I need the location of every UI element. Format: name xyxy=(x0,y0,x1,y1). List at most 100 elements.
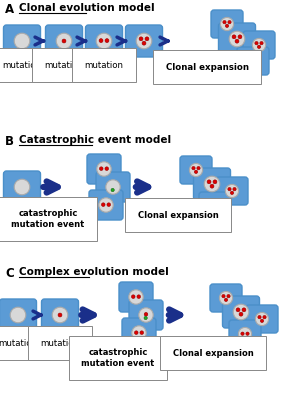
Text: mutation: mutation xyxy=(40,338,80,348)
Circle shape xyxy=(107,203,111,206)
Circle shape xyxy=(96,33,112,49)
Circle shape xyxy=(204,176,220,192)
Circle shape xyxy=(140,331,143,334)
Text: A: A xyxy=(5,3,14,16)
FancyBboxPatch shape xyxy=(0,299,36,331)
Circle shape xyxy=(238,327,252,341)
Circle shape xyxy=(220,17,233,31)
Circle shape xyxy=(258,316,261,319)
Circle shape xyxy=(255,312,269,326)
Circle shape xyxy=(194,170,198,174)
Circle shape xyxy=(233,188,236,191)
Circle shape xyxy=(58,313,62,317)
Circle shape xyxy=(106,180,120,194)
FancyBboxPatch shape xyxy=(87,154,121,184)
Circle shape xyxy=(105,39,109,42)
Circle shape xyxy=(260,319,264,322)
FancyBboxPatch shape xyxy=(211,10,243,38)
FancyBboxPatch shape xyxy=(122,318,156,348)
Circle shape xyxy=(144,312,148,316)
FancyBboxPatch shape xyxy=(42,299,78,331)
FancyBboxPatch shape xyxy=(216,177,248,205)
Circle shape xyxy=(97,162,111,176)
Circle shape xyxy=(239,312,243,316)
Circle shape xyxy=(216,204,219,207)
Circle shape xyxy=(228,188,231,191)
Circle shape xyxy=(134,331,138,334)
Circle shape xyxy=(260,42,263,45)
Circle shape xyxy=(228,20,231,24)
Text: Clonal expansion: Clonal expansion xyxy=(138,210,218,220)
Circle shape xyxy=(99,198,113,212)
Text: catastrophic
mutation event: catastrophic mutation event xyxy=(11,209,85,229)
FancyBboxPatch shape xyxy=(237,47,269,75)
Circle shape xyxy=(145,37,149,41)
Text: Complex evolution model: Complex evolution model xyxy=(19,267,169,277)
Circle shape xyxy=(219,291,233,305)
FancyBboxPatch shape xyxy=(180,156,212,184)
Circle shape xyxy=(144,316,147,320)
Circle shape xyxy=(255,42,258,45)
Circle shape xyxy=(129,290,143,304)
Text: Clonal expansion: Clonal expansion xyxy=(165,62,248,72)
FancyBboxPatch shape xyxy=(246,305,278,333)
Circle shape xyxy=(139,37,143,41)
Circle shape xyxy=(249,58,252,61)
FancyBboxPatch shape xyxy=(199,192,231,220)
Text: mutation: mutation xyxy=(85,60,123,70)
Circle shape xyxy=(132,326,146,340)
Circle shape xyxy=(233,304,249,320)
Circle shape xyxy=(227,294,230,298)
FancyBboxPatch shape xyxy=(85,25,123,57)
Text: Clonal evolution model: Clonal evolution model xyxy=(19,3,155,13)
Circle shape xyxy=(62,39,66,43)
Text: Clonal expansion: Clonal expansion xyxy=(173,348,253,358)
Circle shape xyxy=(225,24,229,28)
Circle shape xyxy=(254,58,257,61)
FancyBboxPatch shape xyxy=(229,320,261,348)
FancyBboxPatch shape xyxy=(4,25,40,57)
Circle shape xyxy=(189,163,202,177)
Circle shape xyxy=(209,199,222,213)
Circle shape xyxy=(197,166,200,170)
Circle shape xyxy=(14,179,30,195)
Circle shape xyxy=(242,308,246,312)
Circle shape xyxy=(211,204,214,207)
Text: C: C xyxy=(5,267,14,280)
FancyBboxPatch shape xyxy=(119,282,153,312)
FancyBboxPatch shape xyxy=(46,25,82,57)
Text: Catastrophic event model: Catastrophic event model xyxy=(19,135,171,145)
Circle shape xyxy=(99,167,103,170)
Circle shape xyxy=(131,295,135,298)
Circle shape xyxy=(207,180,211,184)
FancyBboxPatch shape xyxy=(4,171,40,203)
Circle shape xyxy=(52,307,68,323)
Circle shape xyxy=(99,39,103,42)
FancyBboxPatch shape xyxy=(89,190,123,220)
FancyBboxPatch shape xyxy=(223,296,260,328)
Circle shape xyxy=(230,191,234,194)
Circle shape xyxy=(14,33,30,49)
Circle shape xyxy=(137,295,140,298)
Text: mutation: mutation xyxy=(44,60,84,70)
FancyBboxPatch shape xyxy=(210,284,242,312)
Circle shape xyxy=(238,35,242,39)
FancyBboxPatch shape xyxy=(243,31,275,59)
Circle shape xyxy=(224,298,228,302)
Circle shape xyxy=(235,39,239,43)
Circle shape xyxy=(142,41,146,45)
Circle shape xyxy=(105,167,109,170)
Circle shape xyxy=(10,307,26,323)
Text: B: B xyxy=(5,135,14,148)
FancyBboxPatch shape xyxy=(194,168,230,200)
Circle shape xyxy=(210,184,214,188)
FancyBboxPatch shape xyxy=(129,300,163,330)
Circle shape xyxy=(229,31,245,47)
Circle shape xyxy=(236,308,240,312)
Circle shape xyxy=(263,316,266,319)
Circle shape xyxy=(247,54,260,68)
Circle shape xyxy=(251,61,255,64)
Circle shape xyxy=(192,166,195,170)
Circle shape xyxy=(257,45,261,48)
Circle shape xyxy=(136,33,152,49)
